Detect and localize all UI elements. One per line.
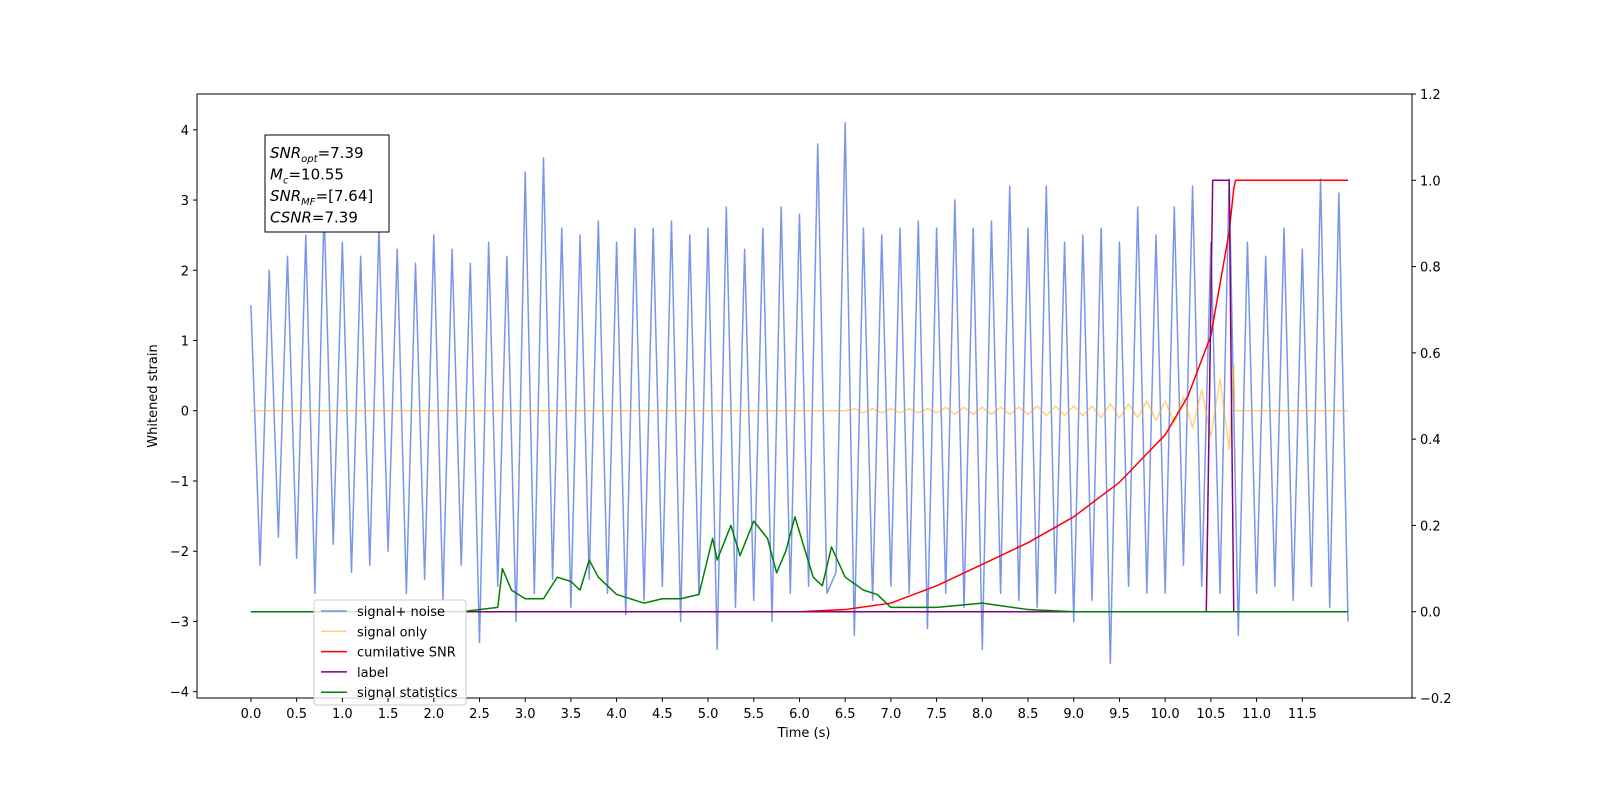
annotation-value: =7.39 bbox=[318, 144, 364, 162]
y-tick-label: −1 bbox=[170, 475, 189, 490]
legend-label: signal statistics bbox=[357, 686, 458, 701]
series-line bbox=[250, 122, 1349, 665]
annotation-value: =[7.64] bbox=[316, 187, 374, 205]
x-tick-label: 4.0 bbox=[606, 707, 627, 722]
x-tick-label: 7.0 bbox=[881, 707, 902, 722]
annotation-box bbox=[264, 134, 390, 233]
y-tick-label: −2 bbox=[170, 545, 189, 560]
x-tick-label: 6.0 bbox=[789, 707, 810, 722]
x-tick-label: 2.0 bbox=[423, 707, 444, 722]
annotation-symbol: CSNR bbox=[270, 209, 312, 227]
legend-label: cumilative SNR bbox=[357, 646, 456, 661]
annotation-symbol: SNR bbox=[270, 144, 301, 162]
axes-frame bbox=[196, 93, 1413, 699]
annotation-value: =7.39 bbox=[312, 209, 358, 227]
x-tick-label: 8.0 bbox=[972, 707, 993, 722]
legend-label: signal only bbox=[357, 625, 427, 640]
y2-tick-label: 0.2 bbox=[1420, 519, 1441, 534]
annotation-subscript: c bbox=[283, 176, 289, 187]
x-tick-label: 8.5 bbox=[1018, 707, 1039, 722]
y2-tick-label: 0.6 bbox=[1420, 347, 1441, 362]
x-tick-label: 0.5 bbox=[286, 707, 307, 722]
y2-tick-label: 0.8 bbox=[1420, 261, 1441, 276]
x-tick-label: 6.5 bbox=[835, 707, 856, 722]
legend-label: label bbox=[357, 666, 388, 681]
annotation-symbol: SNR bbox=[270, 187, 301, 205]
annotation-subscript: opt bbox=[301, 154, 318, 165]
x-tick-label: 1.5 bbox=[378, 707, 399, 722]
y2-tick-label: 1.0 bbox=[1420, 174, 1441, 189]
x-tick-label: 3.5 bbox=[561, 707, 582, 722]
x-tick-label: 0.0 bbox=[241, 707, 262, 722]
annotation-value: =10.55 bbox=[288, 166, 344, 184]
x-tick-label: 7.5 bbox=[926, 707, 947, 722]
y2-tick-label: 0.0 bbox=[1420, 606, 1441, 621]
x-tick-label: 9.0 bbox=[1063, 707, 1084, 722]
y-axis-label: Whitened strain bbox=[146, 344, 161, 447]
y2-tick-label: 0.4 bbox=[1420, 433, 1441, 448]
y-tick-label: 0 bbox=[181, 405, 189, 420]
y2-tick-label: 1.2 bbox=[1420, 88, 1441, 103]
x-tick-label: 5.0 bbox=[698, 707, 719, 722]
y-tick-label: −3 bbox=[170, 615, 189, 630]
y-tick-label: −4 bbox=[170, 686, 189, 701]
annotation-line: SNRopt=7.39 bbox=[270, 144, 364, 165]
series-line bbox=[250, 516, 1348, 613]
x-tick-label: 4.5 bbox=[652, 707, 673, 722]
x-tick-label: 2.5 bbox=[469, 707, 490, 722]
series-line bbox=[250, 364, 1348, 451]
y-tick-label: 1 bbox=[181, 335, 189, 350]
y-tick-label: 4 bbox=[181, 124, 189, 139]
y2-tick-label: −0.2 bbox=[1420, 692, 1452, 707]
x-tick-label: 10.0 bbox=[1151, 707, 1180, 722]
plot-area bbox=[250, 122, 1349, 665]
legend-label: signal+ noise bbox=[357, 605, 445, 620]
annotation-line: CSNR=7.39 bbox=[270, 209, 358, 227]
x-tick-label: 5.5 bbox=[743, 707, 764, 722]
annotation-symbol: M bbox=[270, 166, 283, 184]
x-tick-label: 9.5 bbox=[1109, 707, 1130, 722]
x-tick-label: 11.0 bbox=[1242, 707, 1271, 722]
annotation-subscript: MF bbox=[301, 197, 316, 208]
x-axis-label: Time (s) bbox=[777, 726, 831, 741]
x-tick-label: 11.5 bbox=[1288, 707, 1317, 722]
annotation-line: SNRMF=[7.64] bbox=[270, 187, 373, 208]
y-tick-label: 3 bbox=[181, 194, 189, 209]
series-line bbox=[250, 179, 1348, 613]
series-line bbox=[250, 179, 1235, 613]
x-tick-label: 1.0 bbox=[332, 707, 353, 722]
x-tick-label: 10.5 bbox=[1196, 707, 1225, 722]
x-tick-label: 3.0 bbox=[515, 707, 536, 722]
annotation-line: Mc=10.55 bbox=[270, 166, 344, 187]
legend-box bbox=[313, 599, 467, 706]
y-tick-label: 2 bbox=[181, 264, 189, 279]
